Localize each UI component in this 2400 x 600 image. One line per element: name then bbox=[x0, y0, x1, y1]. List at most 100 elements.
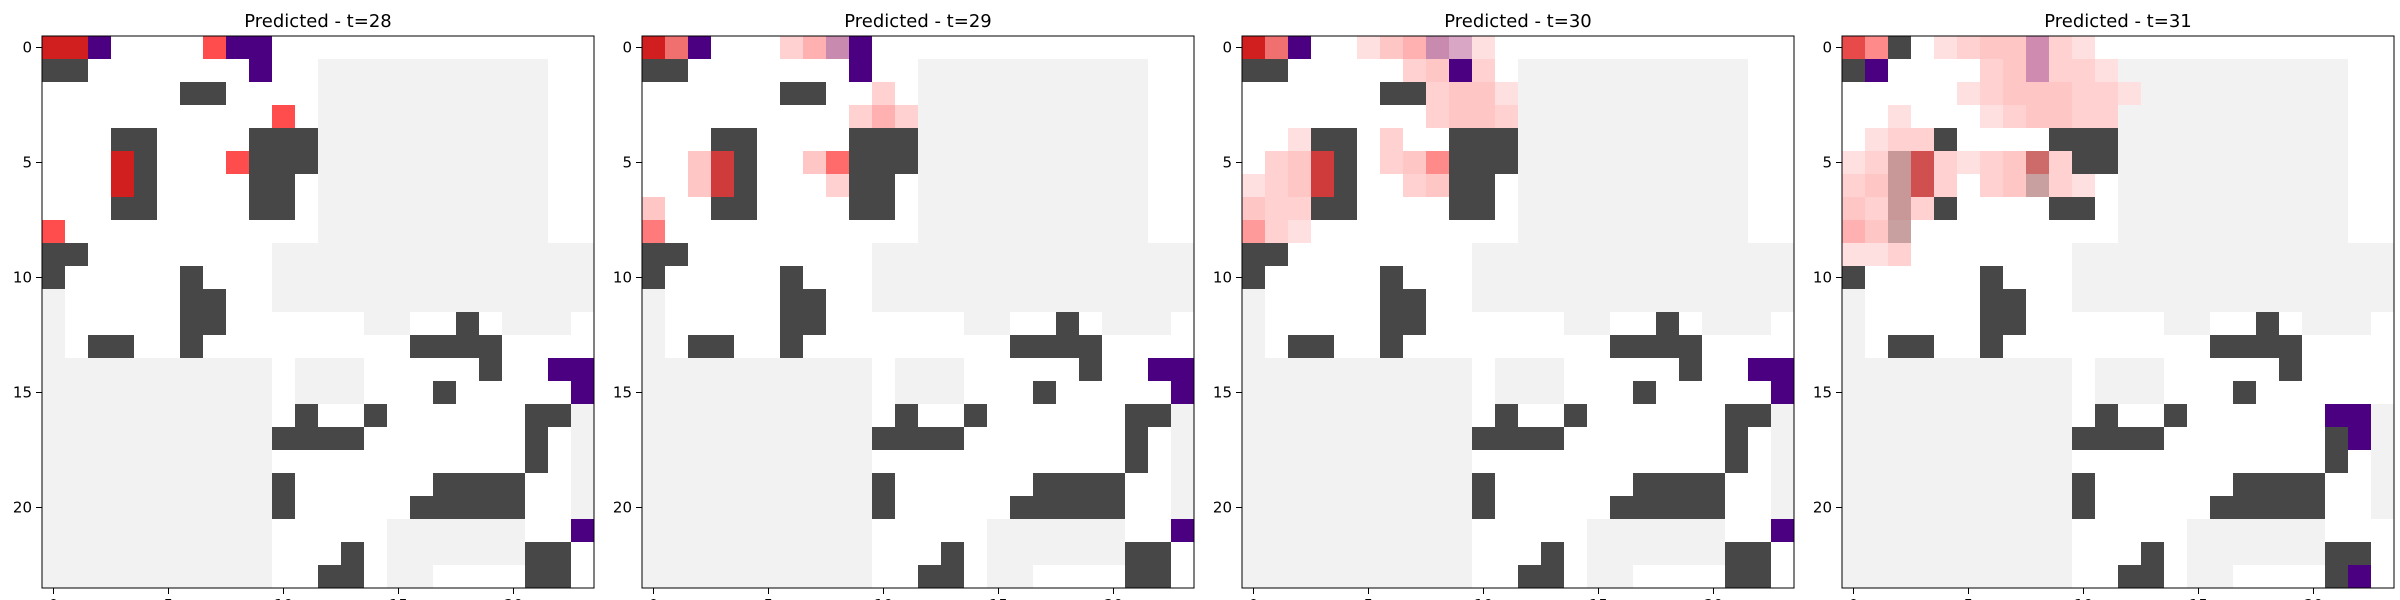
heatmap-cell bbox=[1865, 59, 1888, 82]
heatmap-cell bbox=[42, 36, 65, 59]
heatmap-cell bbox=[1495, 82, 1518, 105]
heatmap-cell bbox=[571, 358, 594, 381]
wall-block bbox=[433, 381, 456, 404]
heatmap-cell bbox=[272, 105, 295, 128]
wall-block bbox=[1242, 243, 1288, 266]
heatmap-cell bbox=[571, 381, 594, 404]
x-tick-label: 0 bbox=[1249, 596, 1259, 600]
wall-block bbox=[2279, 358, 2302, 381]
wall-block bbox=[1564, 404, 1587, 427]
wall-block bbox=[1380, 335, 1403, 358]
heatmap-cell bbox=[872, 105, 895, 128]
heatmap-cell bbox=[1980, 59, 2003, 82]
y-tick-label: 5 bbox=[622, 154, 632, 172]
wall-block bbox=[88, 335, 134, 358]
wall-block bbox=[433, 473, 525, 496]
heatmap-cell bbox=[1242, 197, 1265, 220]
wall-block bbox=[872, 473, 895, 519]
heatmap-cell bbox=[1242, 174, 1265, 197]
wall-block bbox=[1449, 128, 1518, 151]
wall-block bbox=[780, 335, 803, 358]
heatmap-cell bbox=[1957, 36, 1980, 59]
unknown-region bbox=[1242, 358, 1472, 588]
x-tick-label: 0 bbox=[1849, 596, 1859, 600]
wall-block bbox=[2210, 496, 2325, 519]
heatmap-cell bbox=[2003, 105, 2026, 128]
unknown-region bbox=[318, 59, 548, 243]
x-tick-label: 10 bbox=[274, 596, 293, 600]
heatmap-cell bbox=[1242, 36, 1265, 59]
wall-block bbox=[1056, 312, 1079, 335]
heatmap-cell bbox=[1380, 36, 1403, 59]
heatmap-cell bbox=[249, 59, 272, 82]
x-tick-label: 20 bbox=[2304, 596, 2323, 600]
heatmap-cell bbox=[711, 174, 734, 197]
wall-block bbox=[1125, 427, 1148, 473]
wall-block bbox=[642, 266, 665, 289]
heatmap-cell bbox=[1472, 36, 1495, 59]
wall-block bbox=[2325, 427, 2348, 473]
y-tick-label: 20 bbox=[13, 499, 32, 517]
unknown-region bbox=[2164, 289, 2210, 335]
panel-1: Predicted - t=29 0 5 10 15 20 0 5 10 15 20 bbox=[613, 11, 1195, 600]
heatmap-cell bbox=[1957, 82, 1980, 105]
heatmap-cell bbox=[1842, 151, 1865, 174]
unknown-region bbox=[872, 243, 1194, 312]
wall-block bbox=[1656, 312, 1679, 335]
x-tick-label: 5 bbox=[164, 596, 174, 600]
heatmap-cell bbox=[1171, 381, 1194, 404]
heatmap-cell bbox=[1449, 36, 1472, 59]
heatmap-cell bbox=[1472, 59, 1495, 82]
wall-block bbox=[1633, 473, 1725, 496]
wall-block bbox=[872, 427, 964, 450]
heatmap-cell bbox=[2348, 565, 2371, 588]
y-tick-label: 10 bbox=[1813, 269, 1832, 287]
y-tick-label: 15 bbox=[1213, 384, 1232, 402]
heatmap-cell bbox=[2026, 105, 2049, 128]
heatmap-cell bbox=[2003, 174, 2026, 197]
heatmap-cell bbox=[1980, 82, 2003, 105]
wall-block bbox=[2049, 128, 2118, 151]
wall-block bbox=[1472, 427, 1564, 450]
wall-block bbox=[2256, 312, 2279, 335]
heatmap-cell bbox=[1865, 151, 1888, 174]
x-tick-label: 5 bbox=[1964, 596, 1974, 600]
cells-layer bbox=[1242, 36, 1794, 588]
ticks-layer: 0 5 10 15 20 0 5 10 15 20 bbox=[613, 39, 1123, 600]
heatmap-cell bbox=[1426, 105, 1449, 128]
heatmap-cell bbox=[849, 105, 872, 128]
wall-block bbox=[341, 542, 364, 565]
wall-block bbox=[1033, 473, 1125, 496]
heatmap-cell bbox=[2072, 36, 2095, 59]
heatmap-cell bbox=[1288, 128, 1311, 151]
unknown-region bbox=[1587, 519, 1633, 588]
heatmap-cell bbox=[2003, 59, 2026, 82]
unknown-region bbox=[42, 289, 65, 358]
x-tick-label: 15 bbox=[1589, 596, 1608, 600]
y-tick-label: 20 bbox=[613, 499, 632, 517]
plot-frame bbox=[641, 35, 1195, 589]
wall-block bbox=[42, 266, 65, 289]
unknown-region bbox=[1633, 519, 1725, 565]
wall-block bbox=[1610, 335, 1702, 358]
x-tick-label: 20 bbox=[1704, 596, 1723, 600]
wall-block bbox=[272, 427, 364, 450]
x-tick-label: 20 bbox=[1104, 596, 1123, 600]
wall-block bbox=[2233, 381, 2256, 404]
panel-0: Predicted - t=28 0 5 10 15 20 0 5 10 15 20 bbox=[13, 11, 595, 600]
wall-block bbox=[964, 404, 987, 427]
heatmap-cell bbox=[1842, 220, 1865, 243]
plot-frame bbox=[1241, 35, 1795, 589]
heatmap-cell bbox=[1426, 151, 1449, 174]
heatmap-cell bbox=[688, 174, 711, 197]
wall-block bbox=[180, 82, 226, 105]
unknown-region bbox=[987, 519, 1033, 588]
x-tick-label: 20 bbox=[504, 596, 523, 600]
heatmap-cell bbox=[1403, 151, 1426, 174]
heatmap-cell bbox=[642, 197, 665, 220]
wall-block bbox=[525, 404, 571, 427]
wall-block bbox=[780, 82, 826, 105]
heatmap-cell bbox=[1403, 36, 1426, 59]
wall-block bbox=[1125, 404, 1171, 427]
